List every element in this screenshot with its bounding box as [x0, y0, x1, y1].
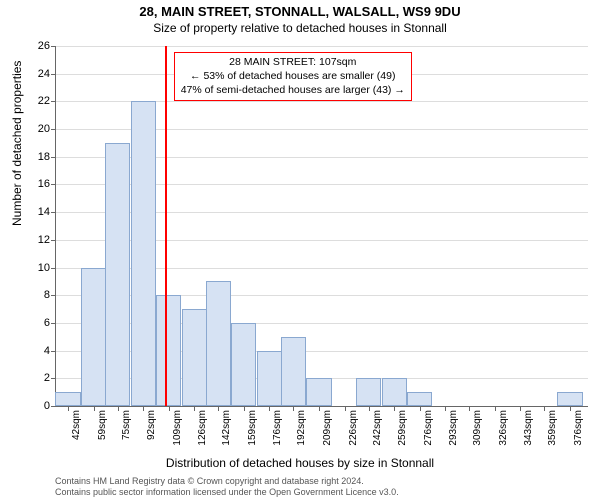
property-marker-line	[165, 46, 167, 406]
x-tick-mark	[420, 406, 421, 411]
x-tick-mark	[94, 406, 95, 411]
y-tick-mark	[51, 351, 56, 352]
y-tick-mark	[51, 129, 56, 130]
y-tick-label: 22	[28, 95, 50, 107]
annotation-line1: 28 MAIN STREET: 107sqm	[181, 55, 405, 69]
y-tick-label: 8	[28, 289, 50, 301]
chart-title: 28, MAIN STREET, STONNALL, WALSALL, WS9 …	[0, 0, 600, 19]
x-tick-mark	[194, 406, 195, 411]
x-tick-label: 276sqm	[423, 410, 434, 446]
x-tick-mark	[345, 406, 346, 411]
y-tick-mark	[51, 74, 56, 75]
y-tick-mark	[51, 295, 56, 296]
y-tick-label: 16	[28, 178, 50, 190]
y-tick-label: 14	[28, 206, 50, 218]
x-tick-mark	[445, 406, 446, 411]
x-tick-mark	[520, 406, 521, 411]
histogram-bar	[231, 323, 256, 406]
x-tick-mark	[293, 406, 294, 411]
x-tick-mark	[319, 406, 320, 411]
footer-line2: Contains public sector information licen…	[55, 487, 399, 498]
x-tick-mark	[394, 406, 395, 411]
y-tick-label: 2	[28, 372, 50, 384]
histogram-bar	[356, 378, 381, 406]
x-tick-label: 242sqm	[372, 410, 383, 446]
y-tick-mark	[51, 378, 56, 379]
x-tick-mark	[118, 406, 119, 411]
y-tick-mark	[51, 184, 56, 185]
y-tick-mark	[51, 46, 56, 47]
histogram-bar	[306, 378, 331, 406]
y-tick-mark	[51, 212, 56, 213]
histogram-bar	[81, 268, 106, 406]
annotation-line3: 47% of semi-detached houses are larger (…	[181, 83, 405, 97]
x-tick-mark	[495, 406, 496, 411]
y-tick-label: 10	[28, 262, 50, 274]
y-tick-mark	[51, 101, 56, 102]
plot-area: 28 MAIN STREET: 107sqm← 53% of detached …	[55, 46, 588, 407]
x-tick-label: 259sqm	[397, 410, 408, 446]
histogram-bar	[55, 392, 80, 406]
x-tick-label: 293sqm	[448, 410, 459, 446]
y-tick-label: 26	[28, 40, 50, 52]
annotation-box: 28 MAIN STREET: 107sqm← 53% of detached …	[174, 52, 412, 101]
x-tick-label: 142sqm	[221, 410, 232, 446]
histogram-bar	[382, 378, 407, 406]
x-tick-label: 209sqm	[322, 410, 333, 446]
x-tick-mark	[369, 406, 370, 411]
x-tick-label: 226sqm	[348, 410, 359, 446]
x-tick-label: 343sqm	[523, 410, 534, 446]
histogram-bar	[206, 281, 231, 406]
x-tick-label: 75sqm	[121, 410, 132, 440]
y-tick-mark	[51, 240, 56, 241]
y-tick-label: 18	[28, 151, 50, 163]
x-tick-label: 176sqm	[272, 410, 283, 446]
x-tick-mark	[218, 406, 219, 411]
x-tick-mark	[169, 406, 170, 411]
y-tick-mark	[51, 406, 56, 407]
x-tick-mark	[570, 406, 571, 411]
x-tick-label: 376sqm	[573, 410, 584, 446]
y-tick-label: 0	[28, 400, 50, 412]
x-tick-mark	[544, 406, 545, 411]
y-tick-label: 6	[28, 317, 50, 329]
x-tick-mark	[68, 406, 69, 411]
x-tick-label: 359sqm	[547, 410, 558, 446]
y-tick-label: 12	[28, 234, 50, 246]
x-tick-label: 92sqm	[146, 410, 157, 440]
x-tick-label: 159sqm	[247, 410, 258, 446]
histogram-bar	[131, 101, 156, 406]
x-tick-label: 126sqm	[197, 410, 208, 446]
x-tick-mark	[244, 406, 245, 411]
annotation-line2: ← 53% of detached houses are smaller (49…	[181, 69, 405, 83]
y-tick-label: 24	[28, 68, 50, 80]
x-tick-label: 326sqm	[498, 410, 509, 446]
x-tick-mark	[269, 406, 270, 411]
x-tick-label: 42sqm	[71, 410, 82, 440]
histogram-bar	[105, 143, 130, 406]
histogram-bar	[407, 392, 432, 406]
y-tick-mark	[51, 268, 56, 269]
x-tick-label: 309sqm	[472, 410, 483, 446]
y-tick-mark	[51, 323, 56, 324]
y-axis-label: Number of detached properties	[10, 61, 24, 226]
histogram-bar	[156, 295, 181, 406]
x-tick-label: 109sqm	[172, 410, 183, 446]
x-tick-mark	[143, 406, 144, 411]
footer-line1: Contains HM Land Registry data © Crown c…	[55, 476, 399, 487]
histogram-bar	[257, 351, 282, 406]
y-tick-label: 4	[28, 345, 50, 357]
grid-line	[56, 46, 588, 47]
footer-attribution: Contains HM Land Registry data © Crown c…	[55, 476, 399, 498]
x-tick-label: 59sqm	[97, 410, 108, 440]
x-tick-mark	[469, 406, 470, 411]
x-axis-label: Distribution of detached houses by size …	[0, 456, 600, 470]
y-tick-mark	[51, 157, 56, 158]
histogram-bar	[281, 337, 306, 406]
y-tick-label: 20	[28, 123, 50, 135]
chart-subtitle: Size of property relative to detached ho…	[0, 19, 600, 35]
x-tick-label: 192sqm	[296, 410, 307, 446]
histogram-bar	[182, 309, 207, 406]
histogram-bar	[557, 392, 582, 406]
